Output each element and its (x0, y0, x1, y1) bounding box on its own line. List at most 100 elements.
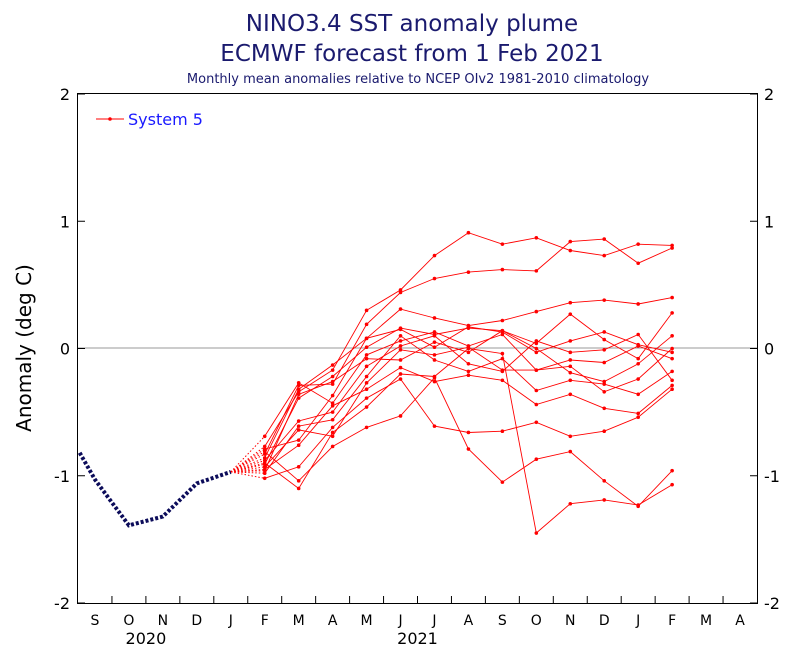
forecast-point (262, 434, 267, 439)
y-tick-label-right: 0 (764, 340, 774, 359)
forecast-point (602, 389, 607, 394)
forecast-point (364, 425, 369, 430)
forecast-point (330, 410, 335, 414)
forecast-point (330, 368, 335, 372)
forecast-point (568, 392, 573, 397)
forecast-point (568, 350, 573, 355)
forecast-point (432, 374, 437, 379)
forecast-point (330, 401, 335, 406)
chart-subtitle: ECMWF forecast from 1 Feb 2021 (220, 41, 603, 67)
chart-note: Monthly mean anomalies relative to NCEP … (187, 72, 649, 87)
forecast-point (670, 346, 674, 351)
forecast-point (364, 374, 369, 379)
observed-line (77, 451, 232, 528)
forecast-point (432, 333, 437, 338)
forecast-point (262, 471, 267, 476)
x-tick-label: D (191, 613, 202, 629)
forecast-point (602, 382, 607, 386)
forecast-point (398, 414, 403, 418)
forecast-point (602, 379, 607, 384)
forecast-connector (230, 471, 265, 474)
forecast-point (296, 465, 301, 469)
forecast-point (568, 312, 573, 316)
forecast-point (398, 288, 403, 292)
x-tick-label: A (328, 613, 338, 629)
forecast-member (230, 375, 674, 509)
forecast-connector (230, 457, 265, 473)
forecast-point (636, 356, 640, 361)
x-tick-label: J (635, 613, 640, 629)
forecast-point (636, 302, 640, 306)
forecast-point (500, 332, 505, 337)
y-axis-label: Anomaly (deg C) (12, 264, 36, 432)
forecast-point (670, 295, 674, 300)
x-tick-label: F (668, 613, 676, 629)
forecast-point (670, 350, 674, 355)
forecast-point (500, 368, 505, 372)
forecast-member (230, 333, 674, 476)
observed-series (77, 451, 232, 528)
x-tick-label: N (565, 613, 575, 629)
forecast-point (296, 419, 301, 423)
forecast-point (534, 339, 539, 343)
forecast-point (398, 333, 403, 338)
forecast-point (330, 379, 335, 384)
x-tick-label: J (228, 613, 233, 629)
forecast-line (264, 378, 673, 479)
x-tick-label: N (158, 613, 168, 629)
forecast-point (432, 358, 437, 362)
forecast-point (500, 267, 505, 272)
forecast-point (296, 428, 301, 432)
forecast-point (670, 356, 674, 361)
forecast-point (432, 340, 437, 344)
forecast-point (534, 420, 539, 425)
forecast-point (466, 369, 471, 374)
forecast-point (500, 328, 505, 333)
forecast-point (602, 429, 607, 434)
forecast-point (398, 327, 403, 332)
forecast-connector (230, 470, 265, 473)
forecast-connector (230, 435, 266, 473)
forecast-point (500, 429, 505, 434)
forecast-point (602, 498, 607, 502)
forecast-point (398, 339, 403, 343)
forecast-point (534, 388, 539, 393)
forecast-point (432, 253, 437, 258)
forecast-point (670, 333, 674, 338)
forecast-connector (230, 446, 266, 473)
y-tick-label-left: 1 (60, 212, 70, 231)
legend-marker (108, 117, 112, 121)
plot-frame (77, 93, 758, 604)
x-tick-label: S (91, 613, 100, 629)
forecast-point (296, 424, 301, 428)
y-tick-label-right: 1 (764, 212, 774, 231)
forecast-point (330, 417, 335, 422)
forecast-point (364, 405, 369, 409)
forecast-point (262, 465, 267, 469)
forecast-point (330, 434, 335, 439)
forecast-line (264, 367, 673, 470)
forecast-point (568, 370, 573, 375)
forecast-point (432, 345, 437, 350)
forecast-member (230, 230, 674, 473)
forecast-point (534, 457, 539, 462)
forecast-point (534, 368, 539, 372)
forecast-point (466, 430, 471, 435)
forecast-point (262, 458, 267, 463)
forecast-point (432, 353, 437, 357)
forecast-point (636, 242, 640, 246)
forecast-point (534, 346, 539, 351)
forecast-connector (230, 462, 265, 473)
forecast-point (602, 360, 607, 365)
forecast-point (432, 424, 437, 428)
forecast-point (670, 246, 674, 250)
forecast-point (364, 387, 369, 392)
forecast-point (568, 248, 573, 253)
forecast-point (670, 383, 674, 388)
forecast-point (364, 322, 369, 327)
legend: System 5 (96, 110, 203, 129)
forecast-point (466, 325, 471, 329)
forecast-point (296, 387, 301, 392)
forecast-point (296, 479, 301, 483)
forecast-connector (230, 448, 266, 473)
